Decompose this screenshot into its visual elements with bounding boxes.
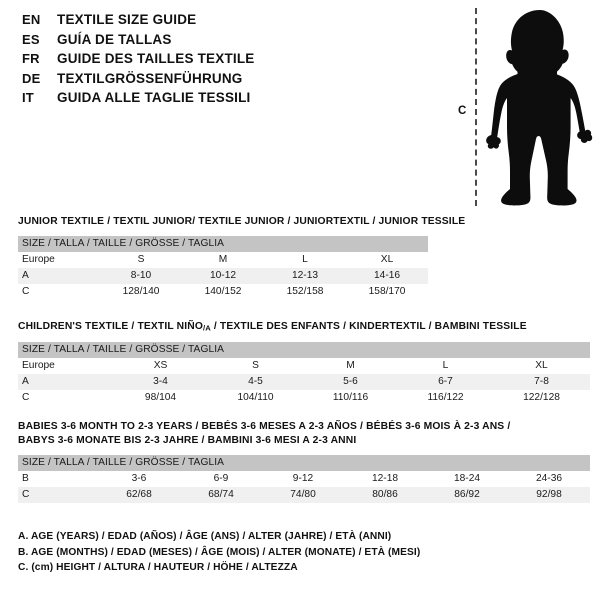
language-title-de: TEXTILGRÖSSENFÜHRUNG xyxy=(57,70,243,86)
table-row: Europe XS S M L XL xyxy=(18,358,591,375)
children-a-xs: 3-4 xyxy=(113,374,208,391)
children-c-s: 104/110 xyxy=(208,390,303,407)
children-a-m: 5-6 xyxy=(303,374,398,391)
junior-row-label-a: A xyxy=(18,268,100,284)
babies-b-6-9: 6-9 xyxy=(180,471,262,487)
toddler-silhouette-icon xyxy=(486,10,593,206)
children-c-xs: 98/104 xyxy=(113,390,208,407)
section-babies-textile: BABIES 3-6 MONTH TO 2-3 YEARS / BEBÉS 3-… xyxy=(18,420,591,503)
junior-a-l: 12-13 xyxy=(264,268,346,284)
babies-row-label-c: C xyxy=(18,487,98,503)
children-europe-xl: XL xyxy=(493,358,591,375)
babies-b-3-6: 3-6 xyxy=(98,471,180,487)
junior-a-m: 10-12 xyxy=(182,268,264,284)
junior-europe-m: M xyxy=(182,252,264,268)
junior-europe-l: L xyxy=(264,252,346,268)
language-title-en: TEXTILE SIZE GUIDE xyxy=(57,12,197,27)
children-title-pre: CHILDREN'S TEXTILE / TEXTIL NIÑO xyxy=(18,321,203,332)
junior-size-header-row: SIZE / TALLA / TAILLE / GRÖSSE / TAGLIA xyxy=(18,236,429,252)
children-row-label-europe: Europe xyxy=(18,358,113,375)
table-row: A 8-10 10-12 12-13 14-16 xyxy=(18,268,429,284)
language-title-es: GUÍA DE TALLAS xyxy=(57,31,172,47)
table-row: A 3-4 4-5 5-6 6-7 7-8 xyxy=(18,374,591,391)
babies-b-18-24: 18-24 xyxy=(426,471,508,487)
language-row-it: IT GUIDA ALLE TAGLIE TESSILI xyxy=(22,90,442,110)
language-title-it: GUIDA ALLE TAGLIE TESSILI xyxy=(57,90,251,105)
children-section-title: CHILDREN'S TEXTILE / TEXTIL NIÑO/A / TEX… xyxy=(18,320,590,335)
children-europe-s: S xyxy=(208,358,303,375)
measurement-figure: C xyxy=(440,0,600,215)
babies-c-5: 86/92 xyxy=(426,487,508,503)
language-row-de: DE TEXTILGRÖSSENFÜHRUNG xyxy=(22,71,442,91)
children-a-l: 6-7 xyxy=(398,374,493,391)
height-dashed-line xyxy=(475,8,477,206)
junior-size-header-label: SIZE / TALLA / TAILLE / GRÖSSE / TAGLIA xyxy=(18,236,429,252)
language-code-en: EN xyxy=(22,12,41,27)
children-row-label-a: A xyxy=(18,374,113,391)
children-title-subscript: /A xyxy=(202,323,211,333)
babies-size-header-row: SIZE / TALLA / TAILLE / GRÖSSE / TAGLIA xyxy=(18,455,591,471)
babies-c-4: 80/86 xyxy=(344,487,426,503)
legend-line-b: B. AGE (MONTHS) / EDAD (MESES) / ÂGE (MO… xyxy=(18,546,421,558)
table-row: C 128/140 140/152 152/158 158/170 xyxy=(18,284,429,300)
junior-europe-xl: XL xyxy=(346,252,429,268)
children-c-l: 116/122 xyxy=(398,390,493,407)
junior-section-title: JUNIOR TEXTILE / TEXTIL JUNIOR/ TEXTILE … xyxy=(18,216,466,227)
junior-c-m: 140/152 xyxy=(182,284,264,300)
junior-size-table: SIZE / TALLA / TAILLE / GRÖSSE / TAGLIA … xyxy=(18,236,429,300)
children-size-header-row: SIZE / TALLA / TAILLE / GRÖSSE / TAGLIA xyxy=(18,342,591,359)
babies-size-table: SIZE / TALLA / TAILLE / GRÖSSE / TAGLIA … xyxy=(18,455,591,503)
children-row-label-c: C xyxy=(18,390,113,407)
legend-line-c: C. (cm) HEIGHT / ALTURA / HAUTEUR / HÖHE… xyxy=(18,562,298,573)
junior-c-xl: 158/170 xyxy=(346,284,429,300)
language-title-fr: GUIDE DES TAILLES TEXTILE xyxy=(57,51,255,66)
children-europe-xs: XS xyxy=(113,358,208,375)
table-row: C 62/68 68/74 74/80 80/86 86/92 92/98 xyxy=(18,487,591,503)
children-size-table: SIZE / TALLA / TAILLE / GRÖSSE / TAGLIA … xyxy=(18,342,591,407)
babies-b-9-12: 9-12 xyxy=(262,471,344,487)
junior-a-xl: 14-16 xyxy=(346,268,429,284)
legend-block: A. AGE (YEARS) / EDAD (AÑOS) / ÂGE (ANS)… xyxy=(18,529,578,576)
language-row-es: ES GUÍA DE TALLAS xyxy=(22,32,442,52)
height-measure-label: C xyxy=(458,105,467,117)
table-row: C 98/104 104/110 110/116 116/122 122/128 xyxy=(18,390,591,407)
language-code-es: ES xyxy=(22,31,40,47)
junior-row-label-europe: Europe xyxy=(18,252,100,268)
children-a-xl: 7-8 xyxy=(493,374,591,391)
section-childrens-textile: CHILDREN'S TEXTILE / TEXTIL NIÑO/A / TEX… xyxy=(18,320,591,407)
language-code-it: IT xyxy=(22,90,34,105)
language-code-fr: FR xyxy=(22,51,40,66)
babies-row-label-b: B xyxy=(18,471,98,487)
babies-section-title-line2: BABYS 3-6 MONATE BIS 2-3 JAHRE / BAMBINI… xyxy=(18,435,357,446)
babies-b-24-36: 24-36 xyxy=(508,471,591,487)
legend-line-a: A. AGE (YEARS) / EDAD (AÑOS) / ÂGE (ANS)… xyxy=(18,531,392,542)
junior-a-s: 8-10 xyxy=(100,268,182,284)
language-row-en: EN TEXTILE SIZE GUIDE xyxy=(22,12,442,32)
children-a-s: 4-5 xyxy=(208,374,303,391)
junior-europe-s: S xyxy=(100,252,182,268)
babies-size-header-label: SIZE / TALLA / TAILLE / GRÖSSE / TAGLIA xyxy=(18,455,591,471)
section-junior-textile: JUNIOR TEXTILE / TEXTIL JUNIOR/ TEXTILE … xyxy=(18,215,465,300)
children-title-post: / TEXTILE DES ENFANTS / KINDERTEXTIL / B… xyxy=(210,321,527,332)
babies-section-title-line1: BABIES 3-6 MONTH TO 2-3 YEARS / BEBÉS 3-… xyxy=(18,421,511,432)
language-code-de: DE xyxy=(22,70,41,86)
junior-c-l: 152/158 xyxy=(264,284,346,300)
language-row-fr: FR GUIDE DES TAILLES TEXTILE xyxy=(22,51,442,71)
children-size-header-label: SIZE / TALLA / TAILLE / GRÖSSE / TAGLIA xyxy=(18,342,591,359)
language-title-block: EN TEXTILE SIZE GUIDE ES GUÍA DE TALLAS … xyxy=(22,12,442,110)
table-row: B 3-6 6-9 9-12 12-18 18-24 24-36 xyxy=(18,471,591,487)
children-c-xl: 122/128 xyxy=(493,390,591,407)
babies-c-1: 62/68 xyxy=(98,487,180,503)
junior-row-label-c: C xyxy=(18,284,100,300)
table-row: Europe S M L XL xyxy=(18,252,429,268)
babies-c-6: 92/98 xyxy=(508,487,591,503)
babies-c-3: 74/80 xyxy=(262,487,344,503)
babies-c-2: 68/74 xyxy=(180,487,262,503)
children-europe-m: M xyxy=(303,358,398,375)
children-c-m: 110/116 xyxy=(303,390,398,407)
babies-b-12-18: 12-18 xyxy=(344,471,426,487)
junior-c-s: 128/140 xyxy=(100,284,182,300)
children-europe-l: L xyxy=(398,358,493,375)
